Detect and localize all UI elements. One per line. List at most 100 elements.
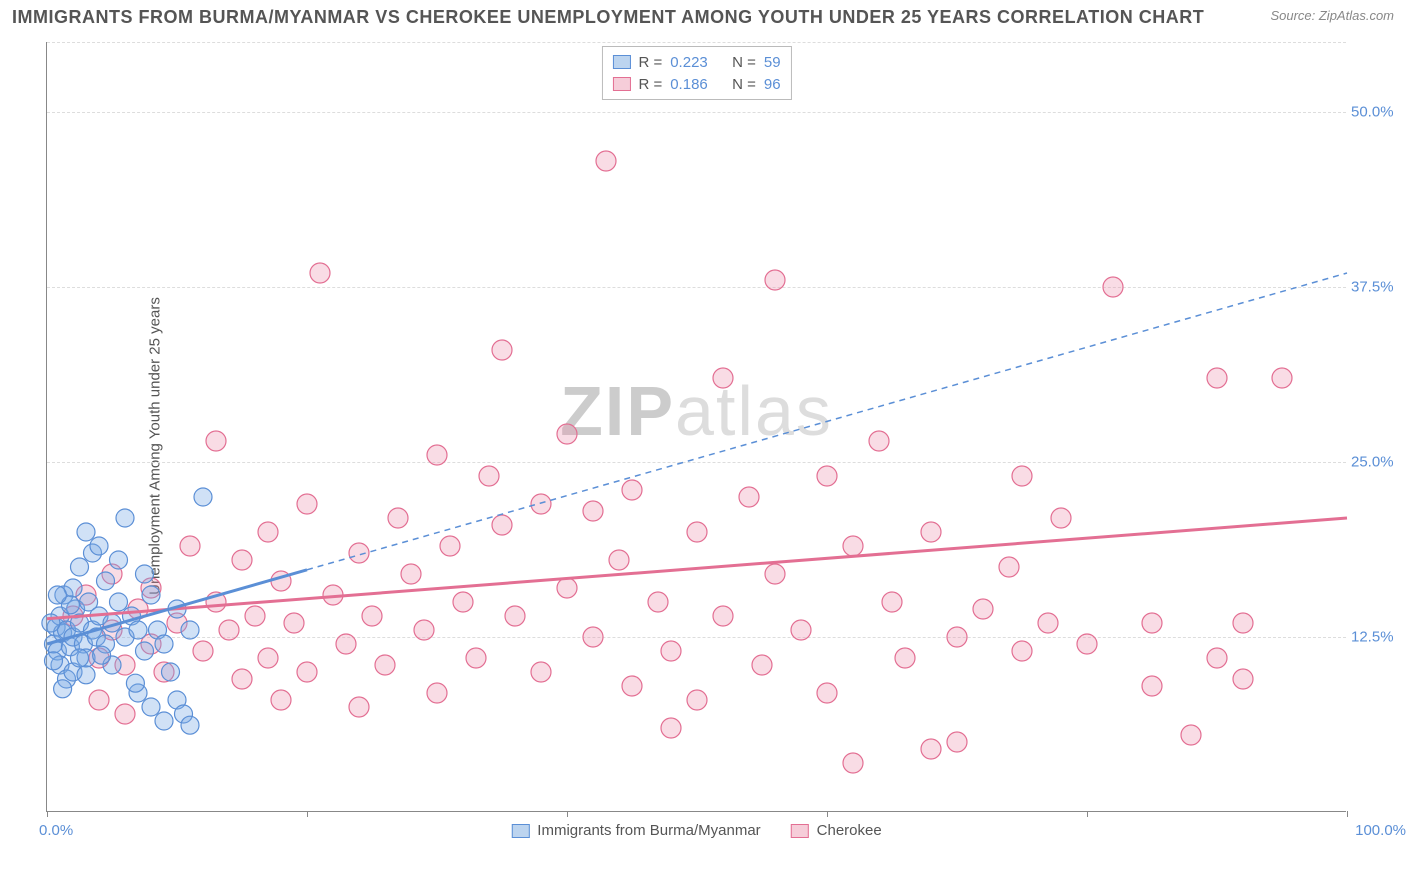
y-tick-label: 50.0% [1351, 104, 1406, 121]
scatter-point [973, 599, 993, 619]
scatter-point [388, 508, 408, 528]
scatter-point [232, 669, 252, 689]
scatter-point [947, 732, 967, 752]
scatter-point [661, 718, 681, 738]
scatter-point [1233, 613, 1253, 633]
scatter-point [1272, 368, 1292, 388]
scatter-point [1051, 508, 1071, 528]
scatter-point [336, 634, 356, 654]
scatter-point [77, 666, 95, 684]
scatter-point [648, 592, 668, 612]
scatter-point [401, 564, 421, 584]
scatter-point [48, 586, 66, 604]
scatter-point [583, 627, 603, 647]
scatter-point [110, 551, 128, 569]
scatter-point [142, 698, 160, 716]
scatter-point [297, 662, 317, 682]
scatter-point [843, 753, 863, 773]
legend-r-prefix-1: R = [638, 54, 662, 71]
scatter-point [116, 509, 134, 527]
scatter-point [895, 648, 915, 668]
scatter-point [1103, 277, 1123, 297]
scatter-point [54, 680, 72, 698]
scatter-point [375, 655, 395, 675]
scatter-point [817, 466, 837, 486]
scatter-point [622, 480, 642, 500]
scatter-point [557, 424, 577, 444]
x-tick [1087, 811, 1088, 817]
scatter-point [752, 655, 772, 675]
scatter-point [999, 557, 1019, 577]
scatter-point [947, 627, 967, 647]
scatter-point [155, 635, 173, 653]
legend-r-prefix-2: R = [638, 76, 662, 93]
scatter-point [77, 523, 95, 541]
scatter-point [791, 620, 811, 640]
chart-title: IMMIGRANTS FROM BURMA/MYANMAR VS CHEROKE… [12, 7, 1204, 28]
scatter-point [427, 683, 447, 703]
legend-n-prefix-1: N = [732, 54, 756, 71]
scatter-point [1142, 613, 1162, 633]
scatter-point [284, 613, 304, 633]
scatter-point [129, 621, 147, 639]
scatter-point [609, 550, 629, 570]
scatter-point [93, 646, 111, 664]
scatter-point [596, 151, 616, 171]
legend-bottom-item-2: Cherokee [791, 822, 882, 839]
scatter-point [97, 572, 115, 590]
plot-svg [47, 42, 1346, 811]
scatter-point [1012, 641, 1032, 661]
x-tick [47, 811, 48, 817]
scatter-point [687, 522, 707, 542]
x-axis-max-label: 100.0% [1355, 822, 1406, 839]
scatter-point [110, 593, 128, 611]
scatter-point [349, 697, 369, 717]
scatter-point [45, 652, 63, 670]
legend-swatch-series2 [612, 77, 630, 91]
scatter-point [181, 716, 199, 734]
scatter-point [622, 676, 642, 696]
scatter-point [126, 674, 144, 692]
scatter-point [71, 558, 89, 576]
chart-area: ZIPatlas 12.5%25.0%37.5%50.0% R = 0.223 … [46, 42, 1346, 812]
x-tick [567, 811, 568, 817]
scatter-point [453, 592, 473, 612]
scatter-point [194, 488, 212, 506]
scatter-point [531, 494, 551, 514]
scatter-point [89, 690, 109, 710]
legend-top: R = 0.223 N = 59 R = 0.186 N = 96 [601, 46, 791, 100]
scatter-point [142, 586, 160, 604]
legend-top-row-1: R = 0.223 N = 59 [612, 51, 780, 73]
y-tick-label: 25.0% [1351, 454, 1406, 471]
scatter-point [492, 340, 512, 360]
legend-top-row-2: R = 0.186 N = 96 [612, 73, 780, 95]
scatter-point [765, 564, 785, 584]
legend-n-value-2: 96 [764, 76, 781, 93]
scatter-point [869, 431, 889, 451]
scatter-point [297, 494, 317, 514]
scatter-point [817, 683, 837, 703]
scatter-point [687, 690, 707, 710]
scatter-point [713, 368, 733, 388]
scatter-point [440, 536, 460, 556]
scatter-point [466, 648, 486, 668]
scatter-point [1038, 613, 1058, 633]
scatter-point [479, 466, 499, 486]
scatter-point [258, 522, 278, 542]
scatter-point [162, 663, 180, 681]
scatter-point [492, 515, 512, 535]
scatter-point [258, 648, 278, 668]
scatter-point [661, 641, 681, 661]
source-label: Source: ZipAtlas.com [1270, 8, 1394, 23]
scatter-point [180, 536, 200, 556]
legend-bottom-item-1: Immigrants from Burma/Myanmar [511, 822, 760, 839]
scatter-point [882, 592, 902, 612]
legend-bottom: Immigrants from Burma/Myanmar Cherokee [511, 822, 881, 839]
scatter-point [1077, 634, 1097, 654]
y-tick-label: 37.5% [1351, 279, 1406, 296]
scatter-point [245, 606, 265, 626]
scatter-point [427, 445, 447, 465]
scatter-point [115, 704, 135, 724]
scatter-point [271, 690, 291, 710]
scatter-point [219, 620, 239, 640]
